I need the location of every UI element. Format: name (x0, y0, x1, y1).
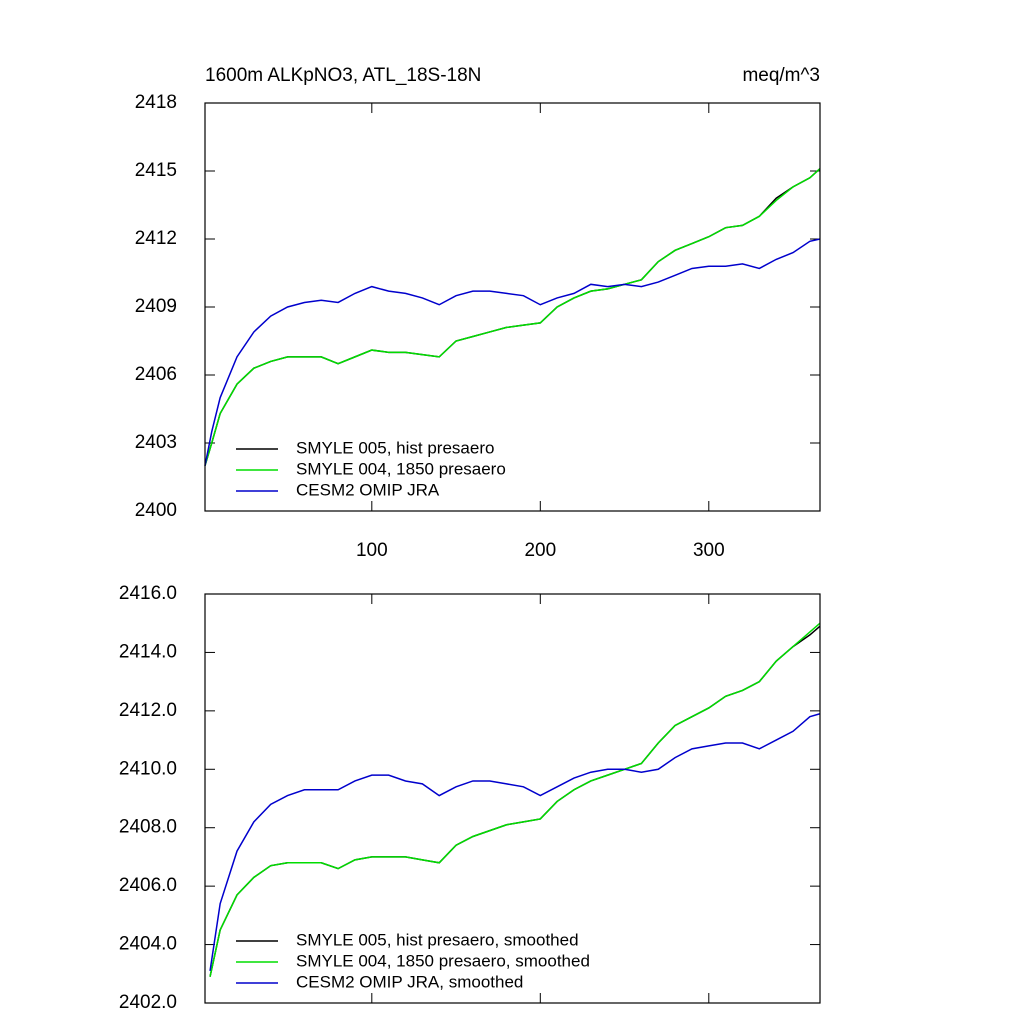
series-line (204, 168, 821, 466)
y-tick-label: 2404.0 (119, 934, 177, 955)
y-tick-label: 2400 (135, 500, 177, 521)
y-tick-label: 2412 (135, 228, 177, 249)
y-tick-label: 2402.0 (119, 992, 177, 1013)
series-line (209, 713, 821, 971)
legend-label: CESM2 OMIP JRA, smoothed (296, 972, 523, 991)
y-tick-label: 2406 (135, 364, 177, 385)
y-tick-label: 2406.0 (119, 875, 177, 896)
series-line (204, 168, 821, 466)
legend-label: SMYLE 004, 1850 presaero, smoothed (296, 951, 590, 970)
y-tick-label: 2418 (135, 92, 177, 113)
series-line (209, 625, 821, 977)
y-tick-label: 2410.0 (119, 758, 177, 779)
y-tick-label: 2414.0 (119, 641, 177, 662)
y-tick-label: 2403 (135, 432, 177, 453)
plot-frame (204, 593, 821, 1004)
series-line (204, 238, 821, 466)
y-tick-label: 2416.0 (119, 583, 177, 604)
legend-label: SMYLE 004, 1850 presaero (296, 459, 506, 478)
series-line (209, 622, 821, 977)
y-tick-label: 2415 (135, 160, 177, 181)
legend-label: SMYLE 005, hist presaero (296, 438, 494, 457)
plot-frame (204, 102, 821, 512)
x-tick-label: 100 (356, 540, 388, 561)
chart-title: 1600m ALKpNO3, ATL_18S-18N (205, 65, 481, 86)
units-label: meq/m^3 (742, 65, 820, 86)
x-tick-label: 200 (524, 540, 556, 561)
legend-label: CESM2 OMIP JRA (296, 480, 440, 499)
y-tick-label: 2408.0 (119, 817, 177, 838)
y-tick-label: 2412.0 (119, 700, 177, 721)
y-tick-label: 2409 (135, 296, 177, 317)
x-tick-label: 300 (693, 540, 725, 561)
legend-label: SMYLE 005, hist presaero, smoothed (296, 930, 579, 949)
